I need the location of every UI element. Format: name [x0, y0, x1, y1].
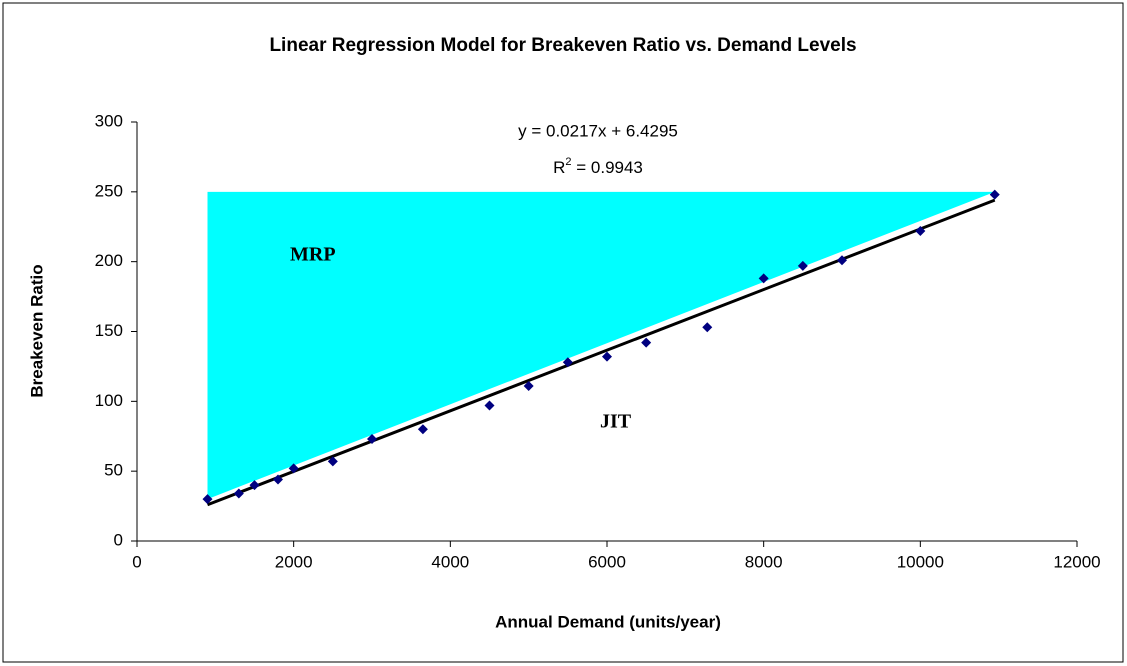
trendline	[206, 198, 996, 507]
data-point	[233, 488, 244, 499]
data-point	[367, 434, 377, 445]
data-point	[562, 357, 573, 368]
x-tick-label: 10000	[897, 552, 944, 571]
equation: y = 0.0217x + 6.4295	[518, 121, 678, 140]
data-point	[989, 189, 1000, 200]
data-point	[837, 255, 847, 266]
data-point	[249, 480, 260, 491]
x-tick-label: 8000	[745, 552, 783, 571]
y-tick-label: 50	[104, 461, 123, 480]
data-point	[602, 351, 612, 362]
x-tick-label: 6000	[588, 552, 626, 571]
data-point	[641, 337, 652, 348]
region-label: MRP	[290, 244, 336, 266]
data-point	[797, 260, 808, 271]
y-tick-label: 100	[95, 391, 123, 410]
data-point	[202, 494, 213, 505]
region-edge	[206, 192, 996, 504]
data-point	[523, 380, 534, 391]
r-squared-part: 2	[565, 156, 571, 168]
y-tick-label: 300	[95, 111, 123, 130]
y-tick-label: 200	[95, 251, 123, 270]
y-tick-label: 250	[95, 181, 123, 200]
y-axis-title: Breakeven Ratio	[27, 264, 46, 397]
chart-title: Linear Regression Model for Breakeven Ra…	[269, 35, 856, 56]
x-tick-label: 0	[132, 552, 141, 571]
y-tick-label: 0	[114, 530, 123, 549]
r-squared-part: R	[553, 158, 565, 177]
y-tick-label: 150	[95, 321, 123, 340]
data-point	[758, 273, 769, 284]
x-axis-title: Annual Demand (units/year)	[495, 612, 721, 631]
x-tick-label: 12000	[1053, 552, 1100, 571]
data-point	[288, 463, 299, 474]
x-tick-label: 2000	[275, 552, 313, 571]
data-point	[327, 456, 338, 467]
data-point	[417, 424, 428, 435]
data-point	[915, 225, 926, 236]
data-point	[702, 322, 713, 333]
data-point	[484, 400, 495, 411]
data-point	[273, 474, 283, 485]
r-squared-part: = 0.9943	[572, 158, 643, 177]
x-tick-label: 4000	[431, 552, 469, 571]
mrp-region	[207, 191, 995, 500]
r-squared: R2 = 0.9943	[553, 156, 643, 178]
region-label: JIT	[600, 411, 632, 433]
